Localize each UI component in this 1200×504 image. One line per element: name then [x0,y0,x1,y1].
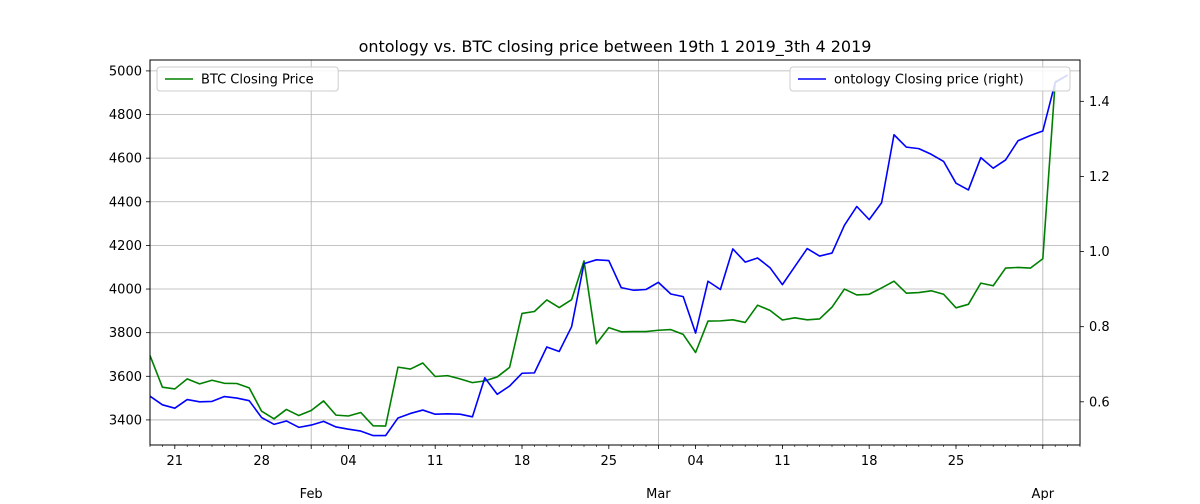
x-tick-label: 21 [167,454,184,469]
legend-box [156,66,339,92]
x-tick-label: 18 [514,454,531,469]
y-left-tick-label: 3600 [109,370,142,385]
legend-label: ontology Closing price (right) [834,73,1024,88]
y-left-tick-label: 4200 [109,239,142,254]
y-left-tick-label: 3400 [109,413,142,428]
legend-ontology: ontology Closing price (right) [789,66,1071,92]
y-left-tick-label: 4800 [109,108,142,123]
x-tick-label: 28 [253,454,270,469]
axes: 21 28 04 11 18 25 04 11 18 25 Feb Mar Apr 3400 3600 380… [109,64,1110,502]
y-right-tick-label: 0.8 [1089,320,1110,335]
chart-title: ontology vs. BTC closing price between 1… [359,37,872,57]
legend-btc: BTC Closing Price [156,66,339,92]
grid-lines [150,60,1080,445]
x-tick-label: 11 [427,454,444,469]
y-right-tick-label: 1.4 [1089,95,1110,110]
x-tick-label: 04 [687,454,704,469]
btc-price-line [149,74,1068,427]
ontology-price-line [149,74,1069,437]
x-tick-label: 11 [774,454,791,469]
x-tick-label: 04 [340,454,357,469]
y-left-tick-label: 4400 [109,195,142,210]
plot-frame [149,59,1081,446]
x-tick-label: 25 [948,454,965,469]
x-month-label: Mar [646,487,671,500]
x-tick-label: 18 [861,454,878,469]
legends: BTC Closing Price ontology Closing price … [156,66,1071,92]
x-month-label: Apr [1032,487,1055,500]
y-left-tick-label: 5000 [109,64,142,79]
y-left-tick-label: 3800 [109,326,142,341]
x-month-label: Feb [300,487,323,500]
y-right-tick-label: 0.6 [1089,395,1110,410]
y-right-tick-label: 1.0 [1089,245,1110,260]
legend-label: BTC Closing Price [201,73,314,88]
legend-box [789,66,1071,92]
x-tick-label: 25 [601,454,618,469]
y-right-tick-label: 1.2 [1089,170,1110,185]
series-lines [149,74,1069,437]
y-left-tick-label: 4000 [109,283,142,298]
y-left-tick-label: 4600 [109,152,142,167]
